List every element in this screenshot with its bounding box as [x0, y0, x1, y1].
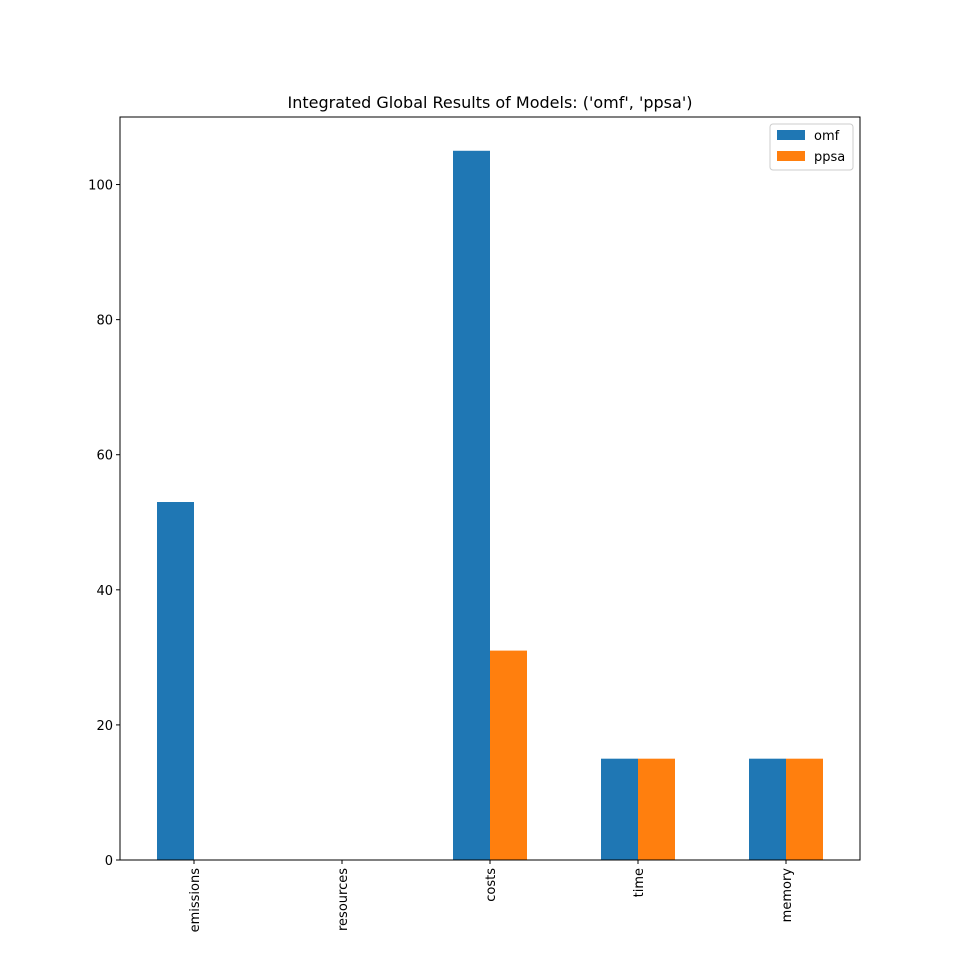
bar-omf-emissions [157, 502, 194, 860]
legend-swatch-ppsa [777, 151, 805, 161]
bar-omf-memory [749, 758, 786, 860]
y-tick-label: 60 [96, 449, 113, 464]
bar-omf-time [601, 758, 638, 860]
bar-omf-costs [453, 150, 490, 861]
x-axis: emissions resources costs time memory [188, 860, 795, 932]
bar-ppsa-time [638, 758, 675, 860]
y-axis: 0 20 40 60 80 100 [88, 179, 120, 869]
chart-title: Integrated Global Results of Models: ('o… [288, 93, 693, 112]
y-tick-label: 20 [96, 719, 113, 734]
x-tick-label: emissions [188, 868, 203, 933]
legend-swatch-omf [777, 130, 805, 140]
legend: omf ppsa [769, 123, 854, 171]
legend-label-ppsa: ppsa [814, 150, 845, 165]
x-tick-label: resources [336, 868, 351, 931]
y-tick-label: 100 [88, 179, 113, 194]
y-tick-label: 80 [96, 314, 113, 329]
bar-ppsa-memory [786, 758, 823, 860]
bar-ppsa-costs [490, 650, 527, 860]
bars-group [157, 150, 823, 861]
x-tick-label: costs [484, 868, 499, 902]
y-tick-label: 0 [105, 854, 113, 869]
x-tick-label: time [632, 868, 647, 897]
x-tick-label: memory [780, 868, 795, 923]
legend-label-omf: omf [814, 129, 840, 144]
y-tick-label: 40 [96, 584, 113, 599]
plot-frame [119, 116, 861, 861]
